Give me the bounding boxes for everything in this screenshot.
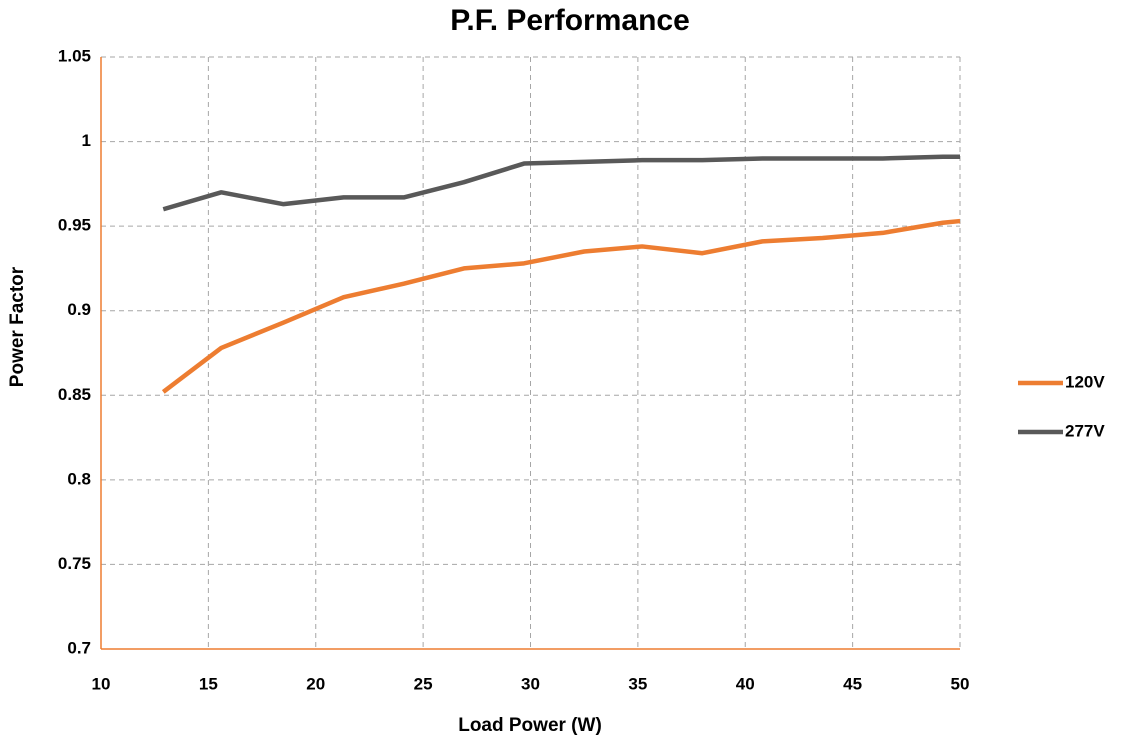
y-tick-label: 0.8 — [67, 469, 91, 488]
y-tick-label: 1.05 — [58, 46, 91, 65]
x-axis-title: Load Power (W) — [458, 715, 602, 736]
y-tick-label: 0.7 — [67, 638, 91, 657]
x-tick-label: 50 — [951, 674, 970, 693]
y-tick-label: 0.95 — [58, 216, 91, 235]
y-tick-label: 0.9 — [67, 300, 91, 319]
x-tick-label: 10 — [92, 674, 111, 693]
series-line — [162, 154, 960, 212]
x-tick-label: 15 — [199, 674, 218, 693]
legend-label: 277V — [1065, 421, 1105, 440]
x-tick-label: 40 — [736, 674, 755, 693]
x-tick-label: 20 — [306, 674, 325, 693]
x-tick-label: 30 — [521, 674, 540, 693]
y-tick-label: 1 — [82, 131, 91, 150]
x-tick-label: 35 — [628, 674, 647, 693]
y-axis-title: Power Factor — [7, 266, 28, 387]
x-tick-label: 45 — [843, 674, 862, 693]
y-tick-label: 0.85 — [58, 385, 91, 404]
series-line — [161, 218, 961, 394]
x-tick-label: 25 — [414, 674, 433, 693]
chart-title: P.F. Performance — [450, 4, 690, 37]
y-tick-label: 0.75 — [58, 554, 91, 573]
legend-label: 120V — [1065, 372, 1105, 391]
